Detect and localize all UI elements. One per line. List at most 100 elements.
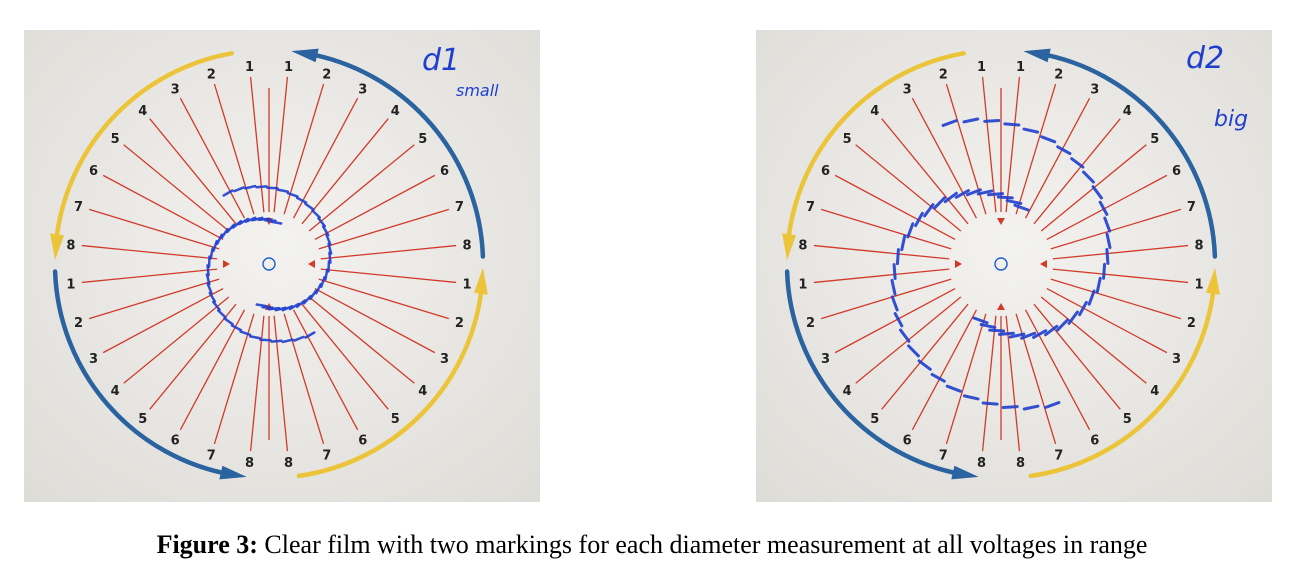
pen-mark <box>325 233 332 246</box>
film-shading <box>756 30 1272 502</box>
pen-mark <box>223 317 234 326</box>
pen-mark <box>997 331 1015 336</box>
pen-mark <box>212 300 221 312</box>
pen-mark <box>1008 332 1026 339</box>
pen-mark <box>239 330 252 337</box>
pen-mark <box>972 316 989 325</box>
pen-mark <box>899 328 911 343</box>
dial-number-right: 4 <box>1150 384 1159 399</box>
dial-number-left: 4 <box>138 104 147 119</box>
radial-line <box>320 268 457 284</box>
pen-mark <box>1040 135 1057 144</box>
dial-number-left: 4 <box>843 384 852 399</box>
pen-mark <box>251 216 264 222</box>
pen-mark <box>270 339 283 343</box>
radial-line <box>1033 303 1121 410</box>
dial-number-left: 2 <box>207 68 216 83</box>
dial-number-right: 2 <box>322 68 331 83</box>
pen-markings <box>890 117 1112 411</box>
film-diagram-right: 1 1 2 2 3 3 4 4 5 5 6 6 7 7 8 8 1 1 2 2 3 3 4 4 5 5 6 6 7 7 8 8 d2 big <box>756 30 1272 502</box>
pen-mark <box>320 276 326 289</box>
dial-number-left: 6 <box>903 434 912 449</box>
radial-line <box>292 97 359 219</box>
center-marker <box>308 260 315 268</box>
radial-line <box>1024 309 1091 431</box>
radial-line <box>981 76 997 213</box>
radial-line <box>1005 315 1021 452</box>
pen-mark <box>1044 401 1061 409</box>
pen-mark <box>244 184 257 190</box>
pen-mark <box>255 185 268 189</box>
figure-caption-text: Clear film with two markings for each di… <box>264 530 1148 559</box>
dial-numbers: 1 1 2 2 3 3 4 4 5 5 6 6 7 7 8 8 1 1 2 2 3 3 4 4 5 5 6 6 7 7 8 8 <box>66 60 471 471</box>
radial-line <box>834 287 956 354</box>
pen-mark <box>257 217 271 222</box>
pen-mark <box>276 188 290 193</box>
radial-line <box>81 244 218 260</box>
dial-number-left: 3 <box>821 352 830 367</box>
radial-line <box>881 303 969 410</box>
dial-number-right: 8 <box>284 456 293 471</box>
figure-label: Figure 3: <box>156 530 258 559</box>
pen-mark <box>328 251 332 264</box>
pen-mark <box>302 294 312 305</box>
radial-line <box>981 315 997 452</box>
radial-line <box>1040 296 1147 384</box>
pen-mark <box>906 222 915 239</box>
center-marker <box>955 260 962 268</box>
dial-number-left: 3 <box>171 82 180 97</box>
pen-mark <box>914 211 924 228</box>
pen-mark <box>1067 310 1079 325</box>
dial-number-left: 5 <box>111 132 120 147</box>
pen-mark <box>281 305 294 312</box>
radial-line <box>855 144 962 232</box>
pen-mark <box>304 202 315 211</box>
film-photo-right: 1 1 2 2 3 3 4 4 5 5 6 6 7 7 8 8 1 1 2 2 3 3 4 4 5 5 6 6 7 7 8 8 d2 big <box>756 30 1272 502</box>
radial-line <box>123 296 230 384</box>
yellow-arrow-arc <box>53 51 235 248</box>
pen-mark <box>324 268 329 281</box>
pen-mark <box>895 248 900 266</box>
radial-line <box>102 287 224 354</box>
red-lines <box>813 76 1189 452</box>
pen-mark <box>1078 300 1088 317</box>
annotation-label: d1 <box>422 43 460 78</box>
radial-line <box>308 296 415 384</box>
radial-line <box>881 118 969 225</box>
pen-mark <box>1102 262 1107 280</box>
pen-mark <box>976 189 994 196</box>
dial-number-right: 1 <box>463 278 472 293</box>
blue-arrow-arc <box>1035 51 1218 259</box>
dial-number-right: 3 <box>1172 352 1181 367</box>
pen-mark <box>981 401 999 406</box>
dial-numbers: 1 1 2 2 3 3 4 4 5 5 6 6 7 7 8 8 1 1 2 2 3 3 4 4 5 5 6 6 7 7 8 8 <box>798 60 1203 471</box>
radial-line <box>292 309 359 431</box>
dial-number-left: 2 <box>806 316 815 331</box>
pen-markings <box>205 184 333 344</box>
dial-number-right: 6 <box>1172 164 1181 179</box>
center-marker <box>997 303 1005 310</box>
radial-line <box>314 287 436 354</box>
radial-line <box>834 174 956 241</box>
dial-number-left: 2 <box>74 316 83 331</box>
pen-mark <box>983 119 1001 123</box>
dial-number-left: 8 <box>798 238 807 253</box>
pen-mark <box>945 384 962 393</box>
dial-number-left: 8 <box>977 456 986 471</box>
pen-mark <box>1087 289 1096 306</box>
pen-mark <box>216 233 224 245</box>
pen-mark <box>1022 404 1040 411</box>
dial-number-right: 2 <box>455 316 464 331</box>
dial-number-right: 5 <box>1150 132 1159 147</box>
pen-mark <box>1022 127 1040 134</box>
radial-line <box>1050 208 1182 250</box>
radial-line <box>320 244 457 260</box>
dial-number-left: 1 <box>245 60 254 75</box>
dial-number-right: 6 <box>358 434 367 449</box>
pen-mark <box>1070 157 1085 169</box>
annotation-note: big <box>1214 107 1248 132</box>
pen-mark <box>206 282 213 295</box>
arrowhead <box>782 233 797 261</box>
radial-line <box>1005 76 1021 213</box>
pen-mark <box>295 299 307 308</box>
